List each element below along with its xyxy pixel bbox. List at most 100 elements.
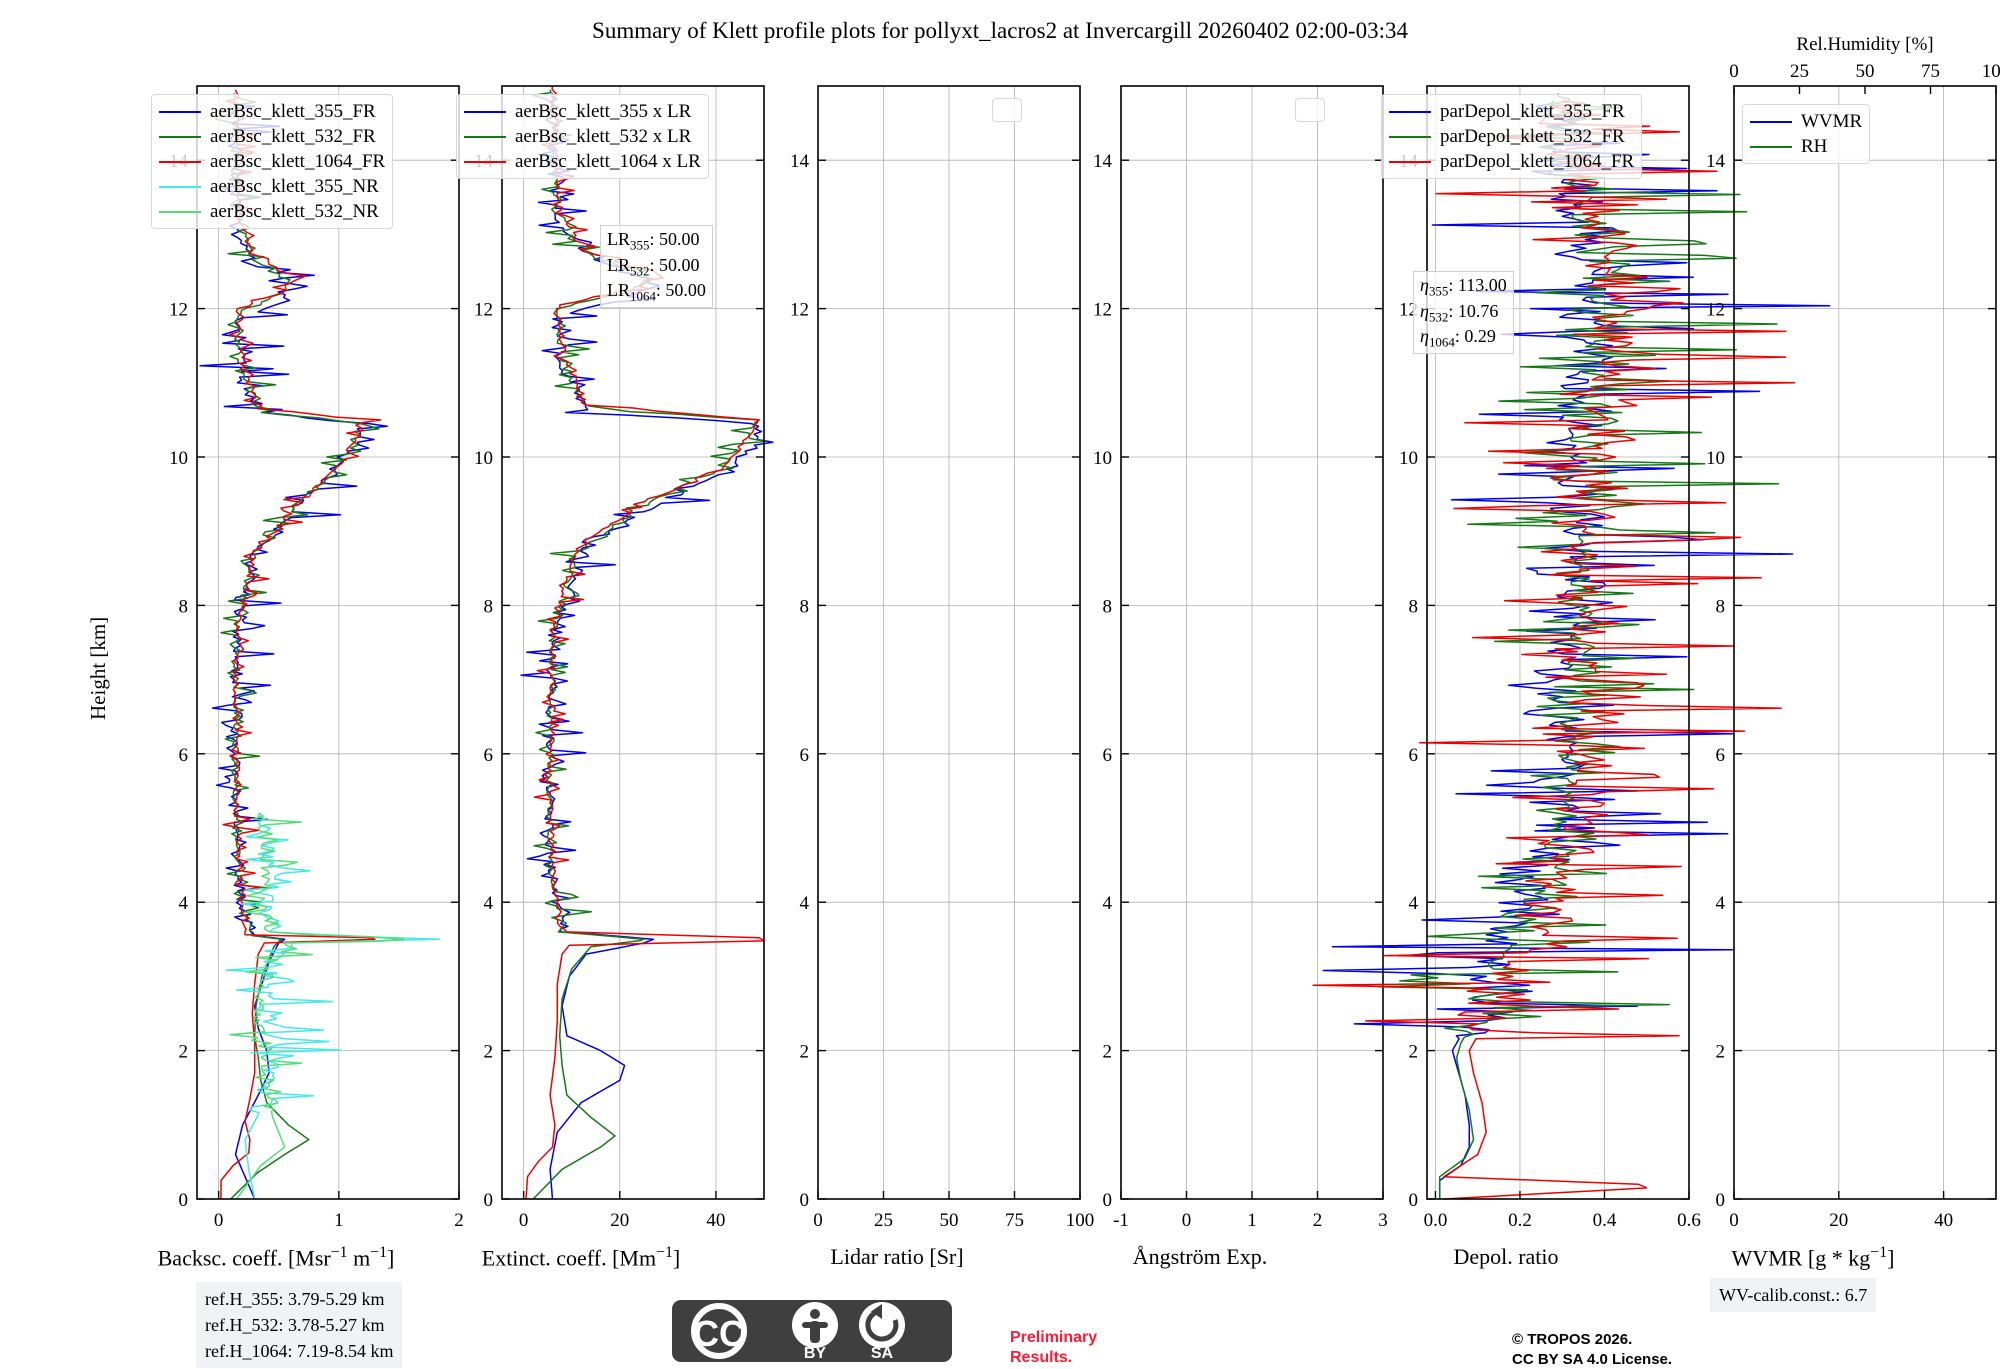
legend-backscatter[interactable]: aerBsc_klett_355_FR aerBsc_klett_532_FR ae… (151, 94, 394, 229)
subplot-svg-lidar-ratio: 0 2 4 6 8 10 12 14 0 25 50 75 100 (790, 85, 1094, 1231)
info-line: LR355: 50.00 (607, 229, 700, 253)
legend-color-swatch (159, 160, 201, 163)
legend-color-swatch (1750, 120, 1792, 123)
legend-item[interactable]: WVMR (1750, 109, 1862, 134)
y-tick-label: 6 (179, 745, 189, 766)
y-tick-label: 12 (474, 300, 493, 321)
y-tick-label: 14 (1706, 151, 1726, 172)
legend-item[interactable]: aerBsc_klett_532_FR (159, 124, 385, 149)
axes-frame (1733, 85, 1997, 1200)
legend-color-swatch (1750, 145, 1792, 148)
y-tick-label: 10 (169, 448, 188, 469)
x-tick-label: 20 (1829, 1210, 1848, 1231)
x-tick-label: 2 (1313, 1210, 1323, 1231)
subplot-svg-depolarization: 0 2 4 6 8 10 12 14 0.0 0.2 0.4 0.6 (1312, 85, 1831, 1231)
legend-item[interactable]: aerBsc_klett_532 x LR (464, 124, 701, 149)
axes-frame (1426, 85, 1690, 1200)
svg-text:CC: CC (693, 1313, 745, 1354)
top-axis-tick-label: 0 (1729, 61, 1739, 82)
y-tick-label: 6 (800, 745, 810, 766)
info-line: LR1064: 50.00 (607, 280, 706, 304)
y-tick-label: 12 (1093, 300, 1112, 321)
legend-label: aerBsc_klett_532 x LR (515, 125, 692, 147)
x-tick-label: 20 (610, 1210, 629, 1231)
x-tick-label: 40 (706, 1210, 725, 1231)
legend-label: parDepol_klett_355_FR (1440, 100, 1625, 122)
x-tick-label: 0.4 (1593, 1210, 1617, 1231)
y-tick-label: 2 (179, 1042, 189, 1063)
legend-extinction[interactable]: aerBsc_klett_355 x LR aerBsc_klett_532 x … (456, 94, 709, 179)
series-line (1378, 93, 1780, 1199)
legend-label: parDepol_klett_532_FR (1440, 125, 1625, 147)
legend-label: aerBsc_klett_355_FR (210, 100, 376, 122)
axes-frame (196, 85, 460, 1200)
legend-color-swatch (464, 135, 506, 138)
wv-calib-note: WV-calib.const.: 6.7 (1710, 1278, 1877, 1313)
legend-label: aerBsc_klett_1064 x LR (515, 150, 701, 172)
x-axis-label-extinction: Extinct. coeff. [Mm−1] (481, 1244, 681, 1271)
legend-color-swatch (464, 110, 506, 113)
x-tick-label: 3 (1378, 1210, 1388, 1231)
x-tick-label: 0.0 (1424, 1210, 1448, 1231)
x-tick-label: 0 (214, 1210, 224, 1231)
y-tick-label: 0 (1716, 1190, 1726, 1211)
y-tick-label: 14 (1093, 151, 1113, 172)
y-tick-label: 4 (484, 893, 494, 914)
legend-wvmr[interactable]: WVMR RH (1742, 104, 1871, 164)
ref-height-note: ref.H_355: 3.79-5.29 km ref.H_532: 3.78-… (196, 1282, 403, 1369)
legend-color-swatch (1389, 110, 1431, 113)
legend-color-swatch (159, 210, 201, 213)
legend-color-swatch (159, 185, 201, 188)
series-line (229, 812, 405, 1200)
legend-item[interactable]: aerBsc_klett_355 x LR (464, 99, 701, 124)
figure-title: Summary of Klett profile plots for polly… (592, 18, 1408, 43)
y-tick-label: 12 (1706, 300, 1725, 321)
y-tick-label: 2 (1103, 1042, 1113, 1063)
y-tick-label: 8 (1103, 596, 1113, 617)
y-tick-label: 0 (1103, 1190, 1113, 1211)
legend-item[interactable]: parDepol_klett_355_FR (1389, 99, 1634, 124)
y-tick-label: 6 (484, 745, 494, 766)
y-tick-label: 0 (1409, 1190, 1419, 1211)
legend-label: RH (1801, 135, 1828, 157)
legend-color-swatch (464, 160, 506, 163)
y-tick-label: 12 (790, 300, 809, 321)
y-tick-label: 2 (1409, 1042, 1419, 1063)
legend-lidar-ratio-empty[interactable] (992, 98, 1022, 122)
info-line: η355: 113.00 (1420, 275, 1507, 299)
subplot-svg-backscatter: 02468101214012 (169, 85, 464, 1231)
x-tick-label: -1 (1113, 1210, 1129, 1231)
legend-item[interactable]: RH (1750, 134, 1862, 159)
x-tick-label: 0 (1729, 1210, 1739, 1231)
y-tick-label: 0 (800, 1190, 810, 1211)
gridlines (817, 86, 1081, 1200)
legend-item[interactable]: aerBsc_klett_355_FR (159, 99, 385, 124)
legend-item[interactable]: parDepol_klett_532_FR (1389, 124, 1634, 149)
legend-label: parDepol_klett_1064_FR (1440, 150, 1635, 172)
x-tick-label: 1 (334, 1210, 344, 1231)
legend-angstrom-empty[interactable] (1295, 98, 1325, 122)
legend-label: aerBsc_klett_355 x LR (515, 100, 692, 122)
x-axis-label-wvmr: WVMR [g * kg−1] (1731, 1244, 1895, 1271)
y-tick-label: 8 (179, 596, 189, 617)
axes-frame (501, 85, 765, 1200)
legend-item[interactable]: aerBsc_klett_532_NR (159, 199, 385, 224)
legend-item[interactable]: aerBsc_klett_1064 x LR (464, 149, 701, 174)
legend-color-swatch (1389, 160, 1431, 163)
legend-color-swatch (1389, 135, 1431, 138)
top-axis-tick-label: 50 (1856, 61, 1875, 82)
legend-depolarization[interactable]: parDepol_klett_355_FR parDepol_klett_532_… (1381, 94, 1643, 179)
x-axis-label-angstrom: Ångström Exp. (1132, 1244, 1268, 1269)
info-box-extinction: LR355: 50.00 LR532: 50.00 LR1064: 50.00 (600, 225, 713, 309)
y-tick-label: 10 (474, 448, 493, 469)
legend-item[interactable]: aerBsc_klett_1064_FR (159, 149, 385, 174)
x-axis-label-backscatter: Backsc. coeff. [Msr−1 m−1] (157, 1244, 395, 1271)
gridlines (1120, 86, 1384, 1200)
legend-item[interactable]: parDepol_klett_1064_FR (1389, 149, 1634, 174)
legend-item[interactable]: aerBsc_klett_355_NR (159, 174, 385, 199)
legend-label: WVMR (1801, 110, 1863, 132)
x-tick-label: 25 (874, 1210, 893, 1231)
series-line (199, 100, 388, 1200)
x-tick-label: 0.2 (1508, 1210, 1532, 1231)
